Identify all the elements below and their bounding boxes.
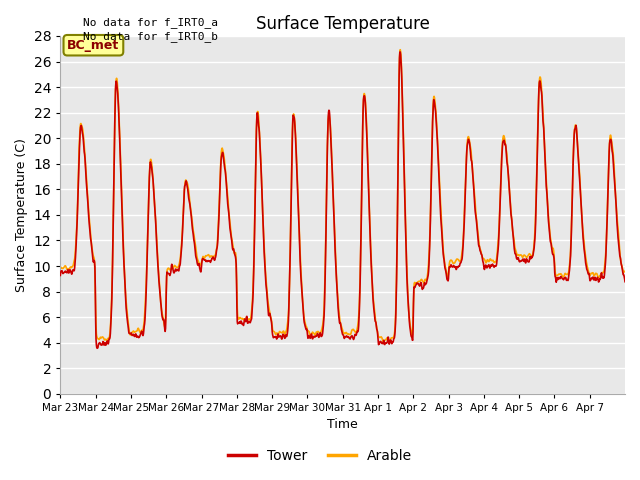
Text: No data for f_IRT0_a: No data for f_IRT0_a	[83, 17, 218, 28]
Title: Surface Temperature: Surface Temperature	[256, 15, 429, 33]
Text: BC_met: BC_met	[67, 39, 120, 52]
X-axis label: Time: Time	[327, 419, 358, 432]
Y-axis label: Surface Temperature (C): Surface Temperature (C)	[15, 138, 28, 292]
Legend: Tower, Arable: Tower, Arable	[223, 443, 417, 468]
Text: No data for f̲IRT0̲b: No data for f̲IRT0̲b	[83, 31, 218, 42]
